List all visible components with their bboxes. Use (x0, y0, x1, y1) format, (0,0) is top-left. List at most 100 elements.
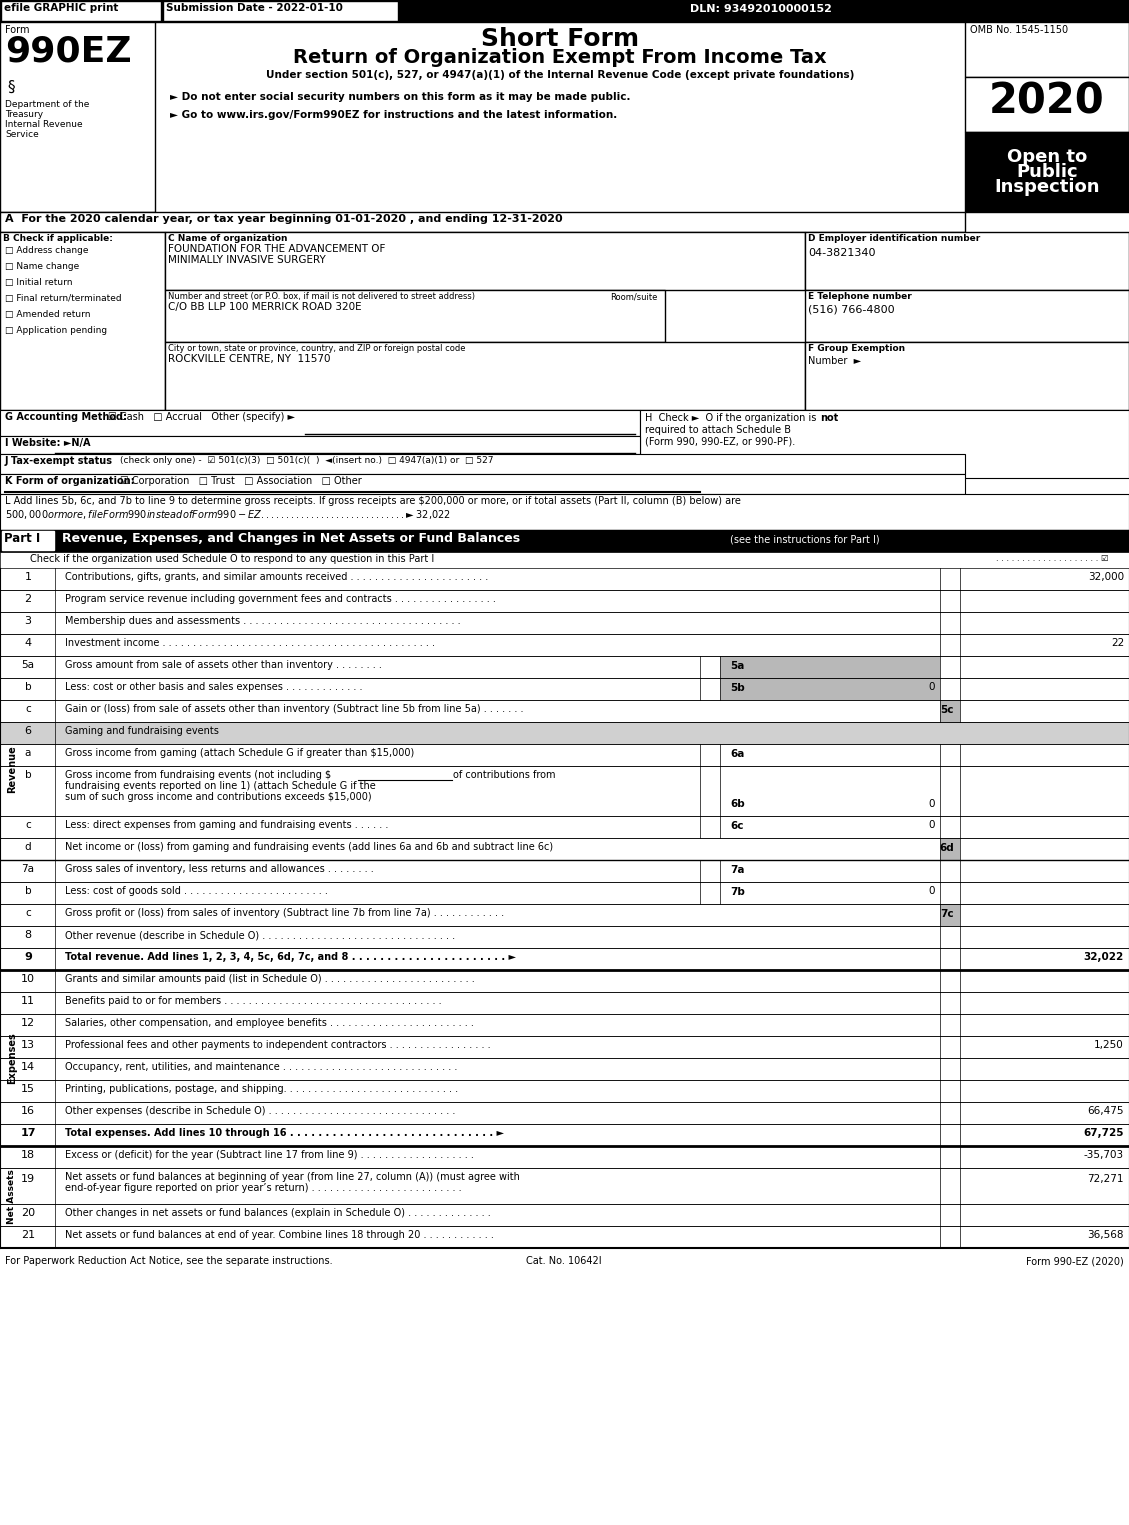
Bar (0, 232, 165, 410)
Bar (940, 860, 960, 881)
Bar (960, 1103, 1129, 1124)
Text: Gross amount from sale of assets other than inventory . . . . . . . .: Gross amount from sale of assets other t… (65, 660, 382, 669)
Bar (55, 656, 700, 679)
Bar (0, 656, 55, 679)
Text: 19: 19 (21, 1174, 35, 1183)
Bar (0, 970, 55, 991)
Text: 7a: 7a (21, 865, 35, 874)
Bar (940, 1014, 960, 1035)
Bar (55, 1145, 940, 1168)
Bar (0, 567, 55, 590)
Text: C/O BB LLP 100 MERRICK ROAD 320E: C/O BB LLP 100 MERRICK ROAD 320E (168, 302, 361, 313)
Text: □ Amended return: □ Amended return (5, 310, 90, 319)
Text: Grants and similar amounts paid (list in Schedule O) . . . . . . . . . . . . . .: Grants and similar amounts paid (list in… (65, 974, 475, 984)
Bar (720, 766, 940, 816)
Bar (940, 679, 960, 700)
Text: Check if the organization used Schedule O to respond to any question in this Par: Check if the organization used Schedule … (30, 554, 435, 564)
Text: c: c (25, 705, 30, 714)
Bar (55, 1168, 940, 1205)
Text: Less: cost or other basis and sales expenses . . . . . . . . . . . . .: Less: cost or other basis and sales expe… (65, 682, 362, 692)
Text: 6: 6 (25, 726, 32, 737)
Text: (Form 990, 990-EZ, or 990-PF).: (Form 990, 990-EZ, or 990-PF). (645, 438, 795, 447)
Bar (0, 474, 965, 494)
Text: sum of such gross income and contributions exceeds $15,000): sum of such gross income and contributio… (65, 791, 371, 802)
Bar (700, 816, 720, 839)
Text: c: c (25, 907, 30, 918)
Bar (2, 531, 54, 551)
Text: E Telephone number: E Telephone number (808, 291, 912, 300)
Text: Gain or (loss) from sale of assets other than inventory (Subtract line 5b from l: Gain or (loss) from sale of assets other… (65, 705, 524, 714)
Bar (0, 0, 1129, 21)
Bar (55, 679, 700, 700)
Text: 32,022: 32,022 (1084, 952, 1124, 962)
Text: Submission Date - 2022-01-10: Submission Date - 2022-01-10 (166, 3, 343, 14)
Bar (960, 970, 1129, 991)
Bar (0, 531, 1129, 552)
Text: 1: 1 (25, 572, 32, 583)
Bar (55, 590, 940, 612)
Text: Less: direct expenses from gaming and fundraising events . . . . . .: Less: direct expenses from gaming and fu… (65, 820, 388, 830)
Text: Gaming and fundraising events: Gaming and fundraising events (65, 726, 219, 737)
Bar (0, 700, 55, 721)
Text: □ Initial return: □ Initial return (5, 278, 72, 287)
Text: K Form of organization:: K Form of organization: (5, 476, 134, 486)
Bar (960, 1035, 1129, 1058)
Bar (0, 881, 55, 904)
Text: 21: 21 (21, 1231, 35, 1240)
Bar (960, 567, 1129, 590)
Text: b: b (25, 886, 32, 897)
Bar (0, 1103, 55, 1124)
Text: □ Final return/terminated: □ Final return/terminated (5, 294, 122, 303)
Bar (960, 839, 1129, 860)
Text: Form 990-EZ (2020): Form 990-EZ (2020) (1026, 1257, 1124, 1266)
Bar (0, 816, 55, 839)
Text: b: b (25, 770, 32, 779)
Text: C Name of organization: C Name of organization (168, 233, 288, 242)
Bar (805, 232, 1129, 290)
Text: . . . . . . . . . . . . . . . . . . . . ☑: . . . . . . . . . . . . . . . . . . . . … (996, 554, 1108, 563)
Bar (960, 1014, 1129, 1035)
Text: 5c: 5c (940, 705, 954, 715)
Bar (720, 679, 940, 700)
Text: F Group Exemption: F Group Exemption (808, 345, 905, 352)
Text: 2: 2 (25, 595, 32, 604)
Bar (940, 1168, 960, 1205)
Text: City or town, state or province, country, and ZIP or foreign postal code: City or town, state or province, country… (168, 345, 465, 352)
Text: c: c (25, 820, 30, 830)
Bar (0, 1035, 55, 1058)
Text: Salaries, other compensation, and employee benefits . . . . . . . . . . . . . . : Salaries, other compensation, and employ… (65, 1019, 474, 1028)
Bar (720, 744, 940, 766)
Text: For Paperwork Reduction Act Notice, see the separate instructions.: For Paperwork Reduction Act Notice, see … (5, 1257, 333, 1266)
Text: -35,703: -35,703 (1084, 1150, 1124, 1161)
Text: Total revenue. Add lines 1, 2, 3, 4, 5c, 6d, 7c, and 8 . . . . . . . . . . . . .: Total revenue. Add lines 1, 2, 3, 4, 5c,… (65, 952, 516, 962)
Text: 7b: 7b (730, 888, 745, 897)
Bar (960, 949, 1129, 970)
Text: Inspection: Inspection (995, 178, 1100, 197)
Text: 32,000: 32,000 (1088, 572, 1124, 583)
Text: 1,250: 1,250 (1094, 1040, 1124, 1051)
Bar (0, 590, 55, 612)
Bar (0, 1080, 55, 1103)
Text: (see the instructions for Part I): (see the instructions for Part I) (730, 534, 879, 544)
Bar (55, 700, 940, 721)
Bar (960, 744, 1129, 766)
Text: a: a (25, 747, 32, 758)
Text: 990EZ: 990EZ (5, 34, 132, 69)
Bar (0, 1168, 55, 1205)
Bar (165, 290, 665, 342)
Bar (0, 1226, 55, 1247)
Bar (55, 1058, 940, 1080)
Bar (0, 949, 55, 970)
Bar (960, 656, 1129, 679)
Text: Membership dues and assessments . . . . . . . . . . . . . . . . . . . . . . . . : Membership dues and assessments . . . . … (65, 616, 461, 625)
Text: Total expenses. Add lines 10 through 16 . . . . . . . . . . . . . . . . . . . . : Total expenses. Add lines 10 through 16 … (65, 1128, 504, 1138)
Bar (55, 1080, 940, 1103)
Text: efile GRAPHIC print: efile GRAPHIC print (5, 3, 119, 14)
Text: Treasury: Treasury (5, 110, 43, 119)
Bar (0, 436, 640, 454)
Text: §: § (7, 79, 15, 95)
Text: Gross income from fundraising events (not including $: Gross income from fundraising events (no… (65, 770, 331, 779)
Bar (940, 1058, 960, 1080)
Bar (55, 744, 700, 766)
Bar (940, 991, 960, 1014)
